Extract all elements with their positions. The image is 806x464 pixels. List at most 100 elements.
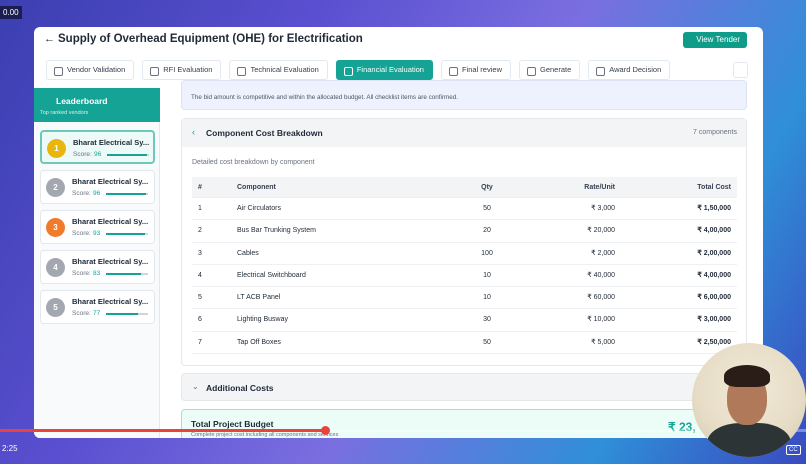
document-button[interactable] <box>733 62 748 78</box>
score-label: Score: <box>72 230 91 237</box>
table-header: # Component Qty Rate/Unit Total Cost <box>192 177 737 198</box>
table-cell: ₹ 4,00,000 <box>697 271 731 279</box>
table-cell: ₹ 5,000 <box>591 338 615 346</box>
progress-bar[interactable] <box>0 426 806 435</box>
table-row: 4 Electrical Switchboard 10 ₹ 40,000 ₹ 4,00,… <box>192 265 737 288</box>
webcam <box>692 343 806 457</box>
table-cell: ₹ 2,00,000 <box>697 249 731 257</box>
table-cell: 3 <box>198 249 202 257</box>
header-cell: # <box>198 184 202 191</box>
table-cell: ₹ 1,50,000 <box>697 205 731 212</box>
table-cell: Bus Bar Trunking System <box>237 227 316 235</box>
score-bar <box>106 233 146 235</box>
tab[interactable]: Award Decision <box>588 60 671 80</box>
total-amount: ₹ 23, <box>668 420 696 434</box>
table-cell: 4 <box>198 271 202 279</box>
score-value: 83 <box>93 270 101 277</box>
table-row: 2 Bus Bar Trunking System 20 ₹ 20,000 ₹ 4,00… <box>192 220 737 243</box>
tabs: Vendor Validation RFI Evaluation Technical… <box>46 60 671 80</box>
tab[interactable]: Vendor Validation <box>46 60 135 80</box>
rank-badge: 2 <box>46 178 65 197</box>
vendor-card[interactable]: 2 Bharat Electrical Sy... Score: 96 <box>40 170 155 204</box>
score-value: 96 <box>94 151 102 158</box>
cost-table: # Component Qty Rate/Unit Total Cost 1 Air Cir… <box>192 177 737 355</box>
table-row: 3 Cables 100 ₹ 2,000 ₹ 2,00,000 <box>192 243 737 265</box>
tab[interactable]: Technical Evaluation <box>229 60 328 80</box>
collapse-icon[interactable]: ‹ <box>192 127 195 137</box>
leaderboard-header: Leaderboard Top ranked vendors <box>34 88 160 122</box>
main-content: The bid amount is competitive and within… <box>181 80 747 438</box>
back-arrow[interactable]: ← <box>44 33 55 45</box>
total-card: Total Project Budget Complete project co… <box>181 409 747 438</box>
component-count: 7 components <box>693 129 737 136</box>
score-bar <box>107 154 148 156</box>
component-header[interactable]: ‹ Component Cost Breakdown 7 components <box>182 119 746 147</box>
table-cell: Air Circulators <box>237 205 281 212</box>
vendor-card[interactable]: 3 Bharat Electrical Sy... Score: 93 <box>40 210 155 244</box>
page-title: Supply of Overhead Equipment (OHE) for E… <box>58 33 363 45</box>
table-cell: ₹ 60,000 <box>587 294 615 302</box>
table-cell: Lighting Busway <box>237 316 288 324</box>
header-cell: Rate/Unit <box>584 184 615 191</box>
table-cell: 30 <box>483 316 491 324</box>
score-bar <box>106 273 141 275</box>
table-cell: 10 <box>483 294 491 302</box>
vendor-name: Bharat Electrical Sy... <box>72 297 149 306</box>
table-cell: 5 <box>198 294 202 302</box>
table-row: 5 LT ACB Panel 10 ₹ 60,000 ₹ 6,00,000 <box>192 287 737 310</box>
vendor-name: Bharat Electrical Sy... <box>72 217 149 226</box>
rank-badge: 4 <box>46 258 65 277</box>
additional-costs[interactable]: ⌄ Additional Costs <box>181 373 747 401</box>
table-cell: 1 <box>198 205 202 212</box>
table-cell: ₹ 40,000 <box>587 271 615 279</box>
vendor-card[interactable]: 4 Bharat Electrical Sy... Score: 83 <box>40 250 155 284</box>
leaderboard-subtitle: Top ranked vendors <box>40 110 89 116</box>
component-title: Component Cost Breakdown <box>206 128 323 138</box>
table-cell: ₹ 20,000 <box>587 227 615 235</box>
rank-badge: 1 <box>47 139 66 158</box>
tab[interactable]: Final review <box>440 60 511 80</box>
score-value: 93 <box>93 230 101 237</box>
table-cell: ₹ 2,000 <box>591 249 615 257</box>
table-cell: Cables <box>237 249 259 257</box>
sidebar: Leaderboard Top ranked vendors 1 Bharat E… <box>34 88 160 438</box>
table-cell: 50 <box>483 205 491 212</box>
score-bar <box>106 193 147 195</box>
table-row: 6 Lighting Busway 30 ₹ 10,000 ₹ 3,00,000 <box>192 309 737 332</box>
table-row: 7 Tap Off Boxes 50 ₹ 5,000 ₹ 2,50,000 <box>192 332 737 355</box>
table-cell: ₹ 6,00,000 <box>697 294 731 302</box>
table-cell: 2 <box>198 227 202 235</box>
tab[interactable]: RFI Evaluation <box>142 60 222 80</box>
webcam-body <box>707 423 791 457</box>
table-cell: LT ACB Panel <box>237 294 281 302</box>
rank-badge: 3 <box>46 218 65 237</box>
vendor-name: Bharat Electrical Sy... <box>72 177 149 186</box>
tab[interactable]: Generate <box>518 60 581 80</box>
tab[interactable]: Financial Evaluation <box>335 60 433 80</box>
time-current: 2:25 <box>2 444 18 453</box>
vendor-name: Bharat Electrical Sy... <box>73 138 150 147</box>
expand-icon: ⌄ <box>192 382 199 391</box>
header-cell: Total Cost <box>697 184 731 191</box>
table-cell: 7 <box>198 338 202 346</box>
vendor-card[interactable]: 5 Bharat Electrical Sy... Score: 77 <box>40 290 155 324</box>
progress-knob[interactable] <box>321 426 330 435</box>
vendor-name: Bharat Electrical Sy... <box>72 257 149 266</box>
score-label: Score: <box>72 270 91 277</box>
total-subtitle: Complete project cost including all comp… <box>191 432 339 438</box>
score-label: Score: <box>72 310 91 317</box>
webcam-hair <box>724 365 770 387</box>
view-tender-button[interactable]: View Tender <box>683 32 747 48</box>
vendor-card[interactable]: 1 Bharat Electrical Sy... Score: 96 <box>40 130 155 164</box>
table-cell: ₹ 3,00,000 <box>697 316 731 324</box>
additional-title: Additional Costs <box>206 383 274 393</box>
score-value: 77 <box>93 310 101 317</box>
banner-text: The bid amount is competitive and within… <box>191 94 459 101</box>
table-cell: 100 <box>481 249 493 257</box>
app-window: ← Supply of Overhead Equipment (OHE) for… <box>34 27 763 438</box>
table-row: 1 Air Circulators 50 ₹ 3,000 ₹ 1,50,000 <box>192 198 737 221</box>
header-cell: Qty <box>481 184 493 191</box>
table-cell: 50 <box>483 338 491 346</box>
table-cell: ₹ 2,50,000 <box>697 338 731 346</box>
